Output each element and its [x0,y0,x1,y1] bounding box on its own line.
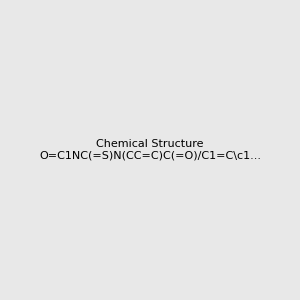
Text: Chemical Structure
O=C1NC(=S)N(CC=C)C(=O)/C1=C\c1...: Chemical Structure O=C1NC(=S)N(CC=C)C(=O… [39,139,261,161]
